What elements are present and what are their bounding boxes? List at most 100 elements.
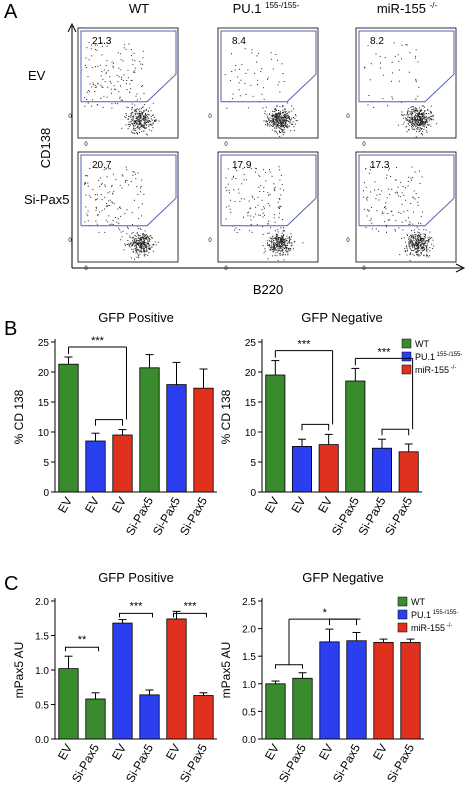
dot xyxy=(276,233,278,235)
dot xyxy=(139,122,141,124)
dot xyxy=(140,248,142,250)
dot xyxy=(140,247,142,249)
dot xyxy=(277,248,279,249)
dot xyxy=(386,174,388,176)
dot xyxy=(423,242,425,244)
dot xyxy=(384,207,385,208)
dot xyxy=(105,64,107,66)
dot xyxy=(237,76,239,78)
dot xyxy=(146,250,148,252)
dot xyxy=(263,252,265,254)
dot xyxy=(402,123,404,125)
dot xyxy=(87,215,89,217)
dot xyxy=(134,132,136,134)
dot xyxy=(280,116,282,118)
y-tick-label: 15 xyxy=(38,398,50,409)
dot xyxy=(84,182,86,184)
dot xyxy=(104,81,106,83)
dot xyxy=(243,174,245,175)
dot xyxy=(132,242,134,244)
dot xyxy=(414,124,416,126)
dot xyxy=(412,242,414,244)
dot xyxy=(123,47,125,49)
dot xyxy=(411,125,412,127)
dot xyxy=(145,250,147,252)
dot xyxy=(269,249,271,251)
dot xyxy=(420,237,422,239)
dot xyxy=(268,113,270,115)
dot xyxy=(371,228,373,230)
dot xyxy=(370,63,372,65)
dot xyxy=(422,247,424,248)
dot xyxy=(142,115,144,117)
dot xyxy=(130,243,132,245)
dot xyxy=(410,239,412,241)
dot xyxy=(226,190,228,192)
dot xyxy=(97,104,99,106)
dot xyxy=(408,119,410,121)
dot xyxy=(417,127,419,129)
dot xyxy=(391,210,393,212)
dot xyxy=(137,121,139,123)
dot xyxy=(366,209,368,211)
dot xyxy=(271,122,273,123)
dot xyxy=(278,127,280,128)
dot xyxy=(127,240,129,241)
dot xyxy=(251,231,253,233)
dot xyxy=(365,168,366,170)
dot xyxy=(428,120,430,122)
dot xyxy=(288,111,290,113)
dot xyxy=(94,194,96,196)
dot xyxy=(114,217,116,218)
dot xyxy=(279,130,280,132)
y-tick-label: 25 xyxy=(245,338,257,349)
dot xyxy=(140,122,142,124)
dot xyxy=(239,229,241,230)
dot xyxy=(96,167,98,169)
dot xyxy=(272,244,274,246)
dot xyxy=(414,115,416,117)
dot xyxy=(269,240,271,242)
dot xyxy=(278,166,280,168)
dot xyxy=(124,44,126,46)
legend-label-0: WT xyxy=(415,339,429,349)
dot xyxy=(113,85,115,87)
dot xyxy=(265,124,266,126)
dot xyxy=(88,59,90,61)
dot xyxy=(248,200,250,202)
dot xyxy=(132,239,134,241)
dot xyxy=(275,123,277,125)
dot xyxy=(279,131,281,133)
dot xyxy=(273,217,275,219)
dot xyxy=(140,238,142,240)
dot xyxy=(294,123,296,125)
dot xyxy=(407,180,409,182)
dot xyxy=(279,114,281,116)
dot xyxy=(238,89,240,91)
dot xyxy=(430,125,432,127)
dot xyxy=(121,174,123,176)
dot xyxy=(143,254,145,256)
dot xyxy=(294,240,296,242)
dot xyxy=(132,129,134,131)
dot xyxy=(401,44,403,46)
dot xyxy=(418,115,419,116)
dot xyxy=(428,124,430,126)
dot xyxy=(146,121,148,123)
dot xyxy=(272,248,274,250)
dot xyxy=(86,91,88,93)
dot xyxy=(100,183,102,185)
dot xyxy=(405,44,407,45)
dot xyxy=(415,121,417,123)
dot xyxy=(135,252,137,254)
dot xyxy=(418,240,420,242)
dot xyxy=(401,203,403,205)
dot xyxy=(129,237,131,238)
dot xyxy=(139,127,141,129)
dot xyxy=(380,62,381,64)
dot xyxy=(125,180,127,182)
dot xyxy=(429,247,431,249)
dot xyxy=(109,223,111,225)
dot xyxy=(282,134,284,136)
dot xyxy=(277,113,279,115)
